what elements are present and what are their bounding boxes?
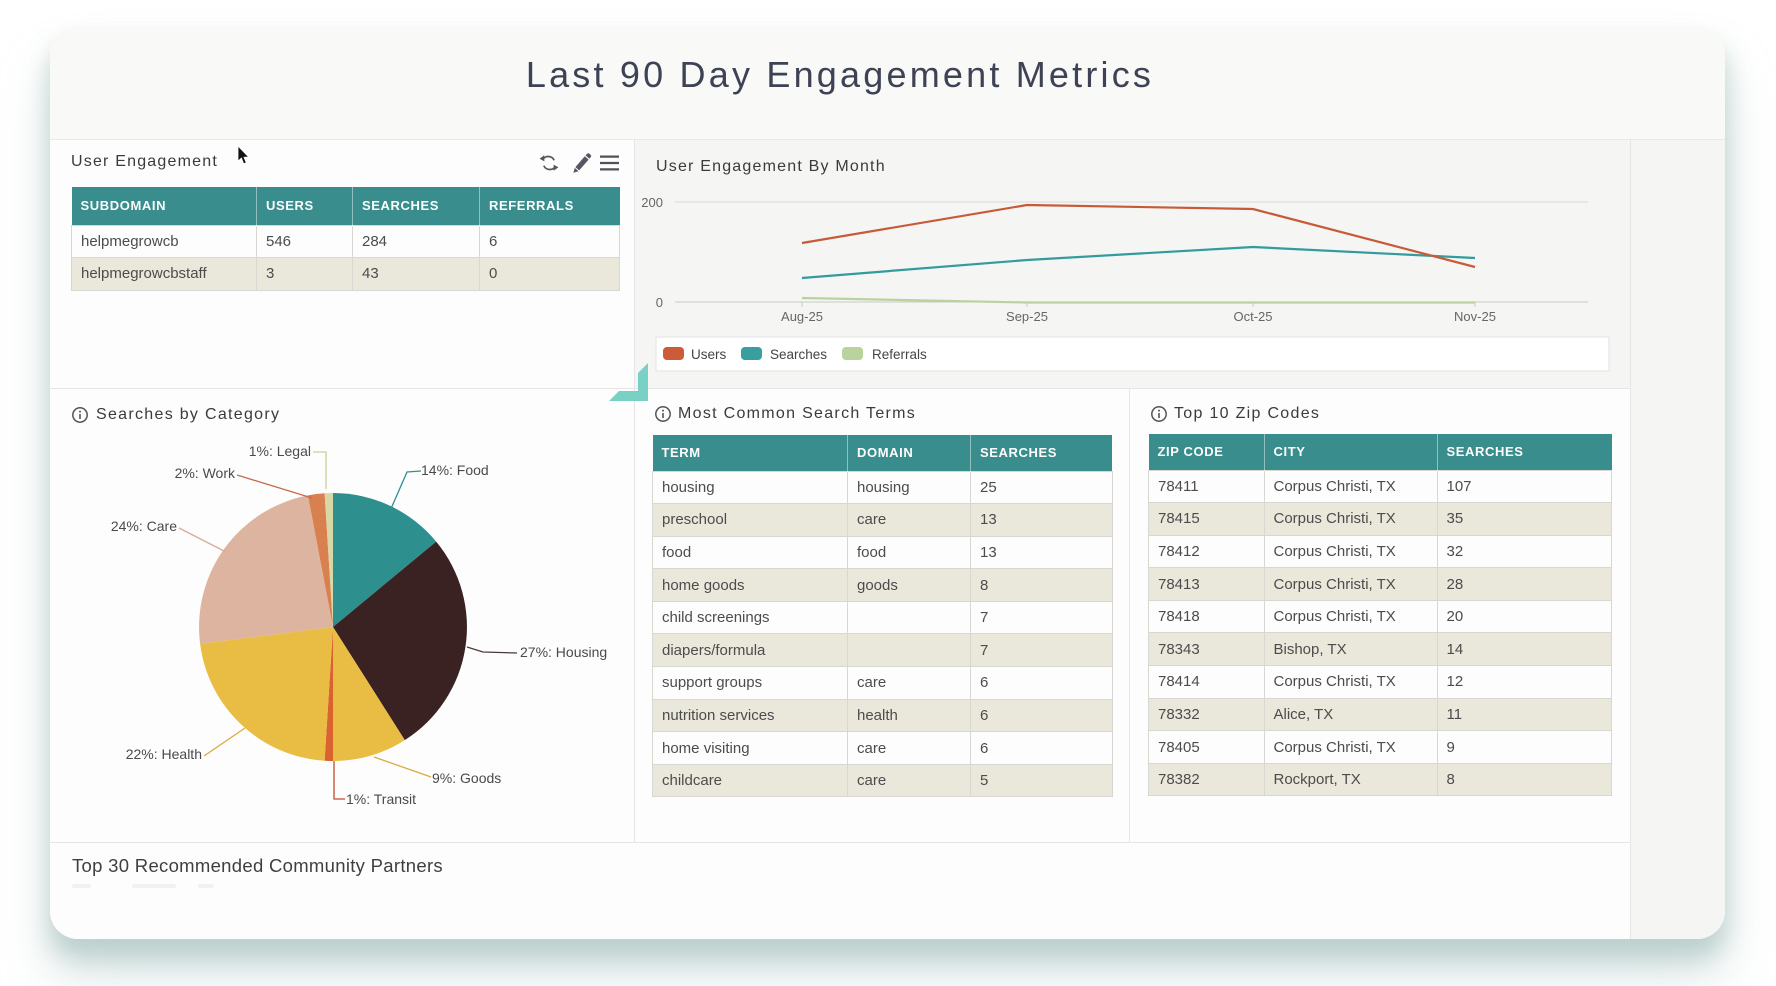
svg-text:Aug-25: Aug-25 (781, 309, 823, 324)
svg-text:22%: Health: 22%: Health (126, 746, 202, 762)
svg-text:9%: Goods: 9%: Goods (432, 770, 501, 786)
svg-text:Oct-25: Oct-25 (1233, 309, 1272, 324)
svg-text:Users: Users (691, 347, 727, 362)
svg-text:27%: Housing: 27%: Housing (520, 644, 607, 660)
svg-text:Referrals: Referrals (872, 347, 927, 362)
svg-text:1%: Transit: 1%: Transit (346, 791, 416, 807)
svg-text:Nov-25: Nov-25 (1454, 309, 1496, 324)
svg-text:User Engagement By Month: User Engagement By Month (656, 158, 886, 175)
svg-text:200: 200 (641, 195, 663, 210)
svg-text:Searches: Searches (770, 347, 827, 362)
svg-text:1%: Legal: 1%: Legal (249, 443, 311, 459)
svg-text:Sep-25: Sep-25 (1006, 309, 1048, 324)
svg-text:24%: Care: 24%: Care (111, 518, 177, 534)
svg-text:14%: Food: 14%: Food (421, 462, 489, 478)
svg-text:2%: Work: 2%: Work (175, 465, 236, 481)
svg-text:0: 0 (656, 295, 663, 310)
